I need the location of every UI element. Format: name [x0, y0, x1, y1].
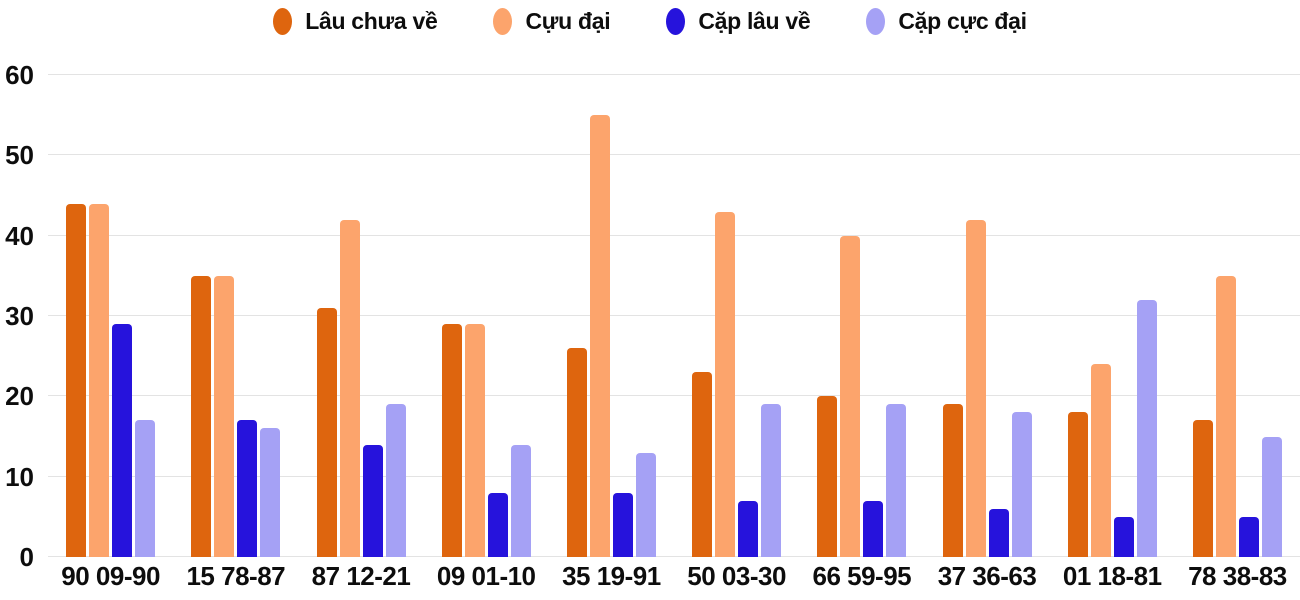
bar-group-50-03-30 — [674, 75, 799, 557]
gridline-y-60 — [48, 74, 1300, 75]
bar-cặp-cực-đại[interactable] — [1261, 436, 1282, 557]
legend-marker-icon — [273, 8, 293, 35]
bar-group-01-18-81 — [1050, 75, 1175, 557]
x-tick-label: 87 12-21 — [311, 561, 411, 591]
bar-group-09-01-10 — [424, 75, 549, 557]
x-tick-label: 66 59-95 — [812, 561, 912, 591]
x-axis: 90 09-90 15 78-87 87 12-21 09 01-10 35 19-91… — [48, 561, 1300, 595]
bar-cựu-đại[interactable] — [589, 115, 610, 557]
bar-cặp-lâu-về[interactable] — [237, 420, 258, 557]
x-tick-label: 37 36-63 — [937, 561, 1037, 591]
bar-cặp-cực-đại[interactable] — [886, 404, 907, 557]
bar-cặp-lâu-về[interactable] — [988, 508, 1009, 557]
y-axis: 0 10 20 30 40 50 60 — [0, 61, 36, 571]
chart-legend: Lâu chưa về Cựu đại Cặp lâu về Cặp cực đ… — [0, 8, 1300, 35]
x-tick-label: 90 09-90 — [61, 561, 160, 591]
legend-label: Lâu chưa về — [305, 8, 438, 34]
bar-cặp-cực-đại[interactable] — [510, 444, 531, 557]
bar-cặp-cực-đại[interactable] — [385, 404, 406, 557]
bar-cặp-lâu-về[interactable] — [738, 500, 759, 557]
bar-group-78-38-83 — [1175, 75, 1300, 557]
bar-lâu-chưa-về[interactable] — [441, 324, 462, 557]
bar-lâu-chưa-về[interactable] — [316, 307, 337, 557]
bar-cựu-đại[interactable] — [1090, 364, 1111, 557]
bar-cặp-cực-đại[interactable] — [135, 420, 156, 557]
y-tick-label-40: 40 — [5, 220, 34, 251]
plot-area — [48, 74, 1300, 557]
bar-group-87-12-21 — [298, 75, 423, 557]
bar-cặp-cực-đại[interactable] — [1011, 412, 1032, 557]
legend-item-lau-chua-ve[interactable]: Lâu chưa về — [273, 8, 438, 35]
bar-group-35-19-91 — [549, 75, 674, 557]
gridline-y-20 — [48, 395, 1300, 397]
bar-group-66-59-95 — [799, 75, 924, 557]
bar-cặp-cực-đại[interactable] — [1136, 299, 1157, 557]
bar-cựu-đại[interactable] — [464, 324, 485, 557]
gridline-y-40 — [48, 234, 1300, 236]
x-tick-label: 35 19-91 — [562, 561, 661, 591]
x-tick-label: 50 03-30 — [687, 561, 786, 591]
bar-cặp-lâu-về[interactable] — [863, 500, 884, 557]
gridline-y-30 — [48, 315, 1300, 316]
x-tick-label: 15 78-87 — [186, 561, 286, 591]
y-tick-label-60: 60 — [5, 60, 34, 90]
legend-marker-icon — [666, 8, 686, 35]
bar-cặp-lâu-về[interactable] — [1113, 516, 1134, 557]
bar-lâu-chưa-về[interactable] — [942, 404, 963, 557]
legend-label: Cặp lâu về — [698, 8, 811, 34]
bar-groups — [48, 75, 1300, 557]
bar-lâu-chưa-về[interactable] — [1192, 420, 1213, 557]
bar-cặp-lâu-về[interactable] — [487, 492, 508, 557]
bar-cựu-đại[interactable] — [89, 203, 110, 557]
bar-group-37-36-63 — [924, 75, 1049, 557]
bar-lâu-chưa-về[interactable] — [66, 203, 87, 557]
x-tick-label: 09 01-10 — [436, 561, 536, 591]
gridline-y-10 — [48, 475, 1300, 477]
bar-cựu-đại[interactable] — [965, 219, 986, 557]
gridline-y-50 — [48, 154, 1300, 156]
y-tick-label-20: 20 — [5, 381, 34, 412]
legend-item-cap-lau-ve[interactable]: Cặp lâu về — [666, 8, 811, 35]
bar-cựu-đại[interactable] — [1215, 275, 1236, 557]
legend-marker-icon — [866, 8, 886, 35]
bar-cặp-lâu-về[interactable] — [612, 492, 633, 557]
bar-cặp-cực-đại[interactable] — [635, 452, 656, 557]
legend-marker-icon — [493, 8, 513, 35]
bar-lâu-chưa-về[interactable] — [817, 396, 838, 557]
bar-group-15-78-87 — [173, 75, 298, 557]
bar-lâu-chưa-về[interactable] — [692, 372, 713, 557]
y-tick-label-0: 0 — [19, 542, 34, 572]
bar-lâu-chưa-về[interactable] — [191, 275, 212, 557]
y-tick-label-10: 10 — [5, 461, 34, 492]
bar-cặp-lâu-về[interactable] — [1238, 516, 1259, 557]
legend-label: Cựu đại — [525, 8, 611, 34]
y-tick-label-30: 30 — [5, 301, 34, 331]
bar-cặp-cực-đại[interactable] — [761, 404, 782, 557]
gridline-y-0 — [48, 556, 1300, 557]
bar-group-90-09-90 — [48, 75, 173, 557]
bar-cặp-cực-đại[interactable] — [260, 428, 281, 557]
x-tick-label: 78 38-83 — [1188, 561, 1287, 591]
x-tick-label: 01 18-81 — [1062, 561, 1162, 591]
bar-cặp-lâu-về[interactable] — [112, 324, 133, 557]
bar-lâu-chưa-về[interactable] — [566, 348, 587, 557]
bar-cựu-đại[interactable] — [715, 211, 736, 557]
y-tick-label-50: 50 — [5, 140, 34, 171]
bar-lâu-chưa-về[interactable] — [1067, 412, 1088, 557]
legend-item-cap-cuc-dai[interactable]: Cặp cực đại — [866, 8, 1027, 35]
legend-label: Cặp cực đại — [898, 8, 1027, 34]
bar-cựu-đại[interactable] — [339, 219, 360, 557]
bar-cặp-lâu-về[interactable] — [362, 444, 383, 557]
bar-cựu-đại[interactable] — [840, 235, 861, 557]
bar-cựu-đại[interactable] — [214, 275, 235, 557]
legend-item-cuu-dai[interactable]: Cựu đại — [493, 8, 611, 35]
